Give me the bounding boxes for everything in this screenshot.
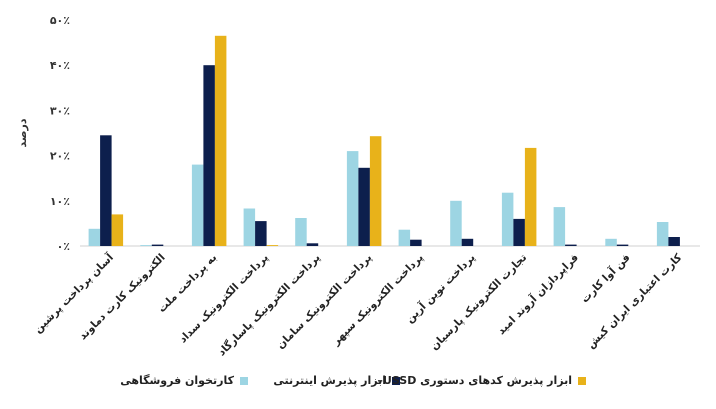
category-label: کارت اعتباری ایران کیش xyxy=(585,251,685,351)
category-label: پرداخت الکترونیک پاسارگاد xyxy=(215,251,323,359)
bar xyxy=(524,147,537,246)
legend-swatch-internet xyxy=(392,376,400,385)
bar xyxy=(501,192,514,246)
bar xyxy=(306,243,319,246)
bar xyxy=(88,228,101,246)
bar xyxy=(668,237,680,246)
bar xyxy=(214,35,227,246)
bar xyxy=(369,136,382,246)
category-label: فن آوا کارت xyxy=(578,251,633,306)
bar xyxy=(266,245,279,246)
bar xyxy=(513,218,525,246)
bar xyxy=(565,244,577,246)
category-label: الکترونیک کارت دماوند xyxy=(77,252,168,343)
bar xyxy=(151,244,164,246)
legend-item-ussd: ابزار پذیرش کدهای دستوری USSD– xyxy=(377,374,586,387)
bar xyxy=(461,238,474,246)
category-label: پرداخت الکترونیک سداد xyxy=(177,252,271,346)
bar xyxy=(553,207,566,246)
category-label: پرداخت الکترونیک سپهر xyxy=(329,252,426,349)
bar xyxy=(605,238,617,246)
legend-label-ussd: ابزار پذیرش کدهای دستوری USSD– xyxy=(377,374,572,387)
y-tick-label: ۴۰٪ xyxy=(50,59,70,72)
y-tick-label: ۲۰٪ xyxy=(50,150,70,163)
y-axis-title: درصد xyxy=(16,118,29,147)
chart-legend: کارتخوان فروشگاهی ابزار پذیرش اینترنتی ا… xyxy=(0,374,716,394)
y-tick-label: ۰٪ xyxy=(57,240,70,253)
bar xyxy=(203,65,215,246)
bar xyxy=(358,167,370,246)
legend-item-internet: ابزار پذیرش اینترنتی xyxy=(273,374,400,387)
y-tick-label: ۳۰٪ xyxy=(50,104,70,117)
legend-item-pos: کارتخوان فروشگاهی xyxy=(120,374,248,387)
category-label: پرداخت الکترونیک سامان xyxy=(275,252,375,352)
bar xyxy=(346,151,359,246)
bar xyxy=(140,245,152,246)
y-tick-label: ۱۰٪ xyxy=(50,195,70,208)
bar xyxy=(656,222,669,246)
legend-swatch-ussd xyxy=(578,376,586,385)
bar xyxy=(398,229,411,246)
bar xyxy=(255,221,267,246)
category-label: تجارت الکترونیک پارسیان xyxy=(428,252,529,353)
legend-label-pos: کارتخوان فروشگاهی xyxy=(120,374,234,387)
bar xyxy=(243,208,256,246)
legend-swatch-pos xyxy=(240,376,248,385)
bar xyxy=(111,214,124,246)
bar xyxy=(410,239,422,246)
bar xyxy=(450,200,462,246)
bar xyxy=(191,164,204,246)
bar xyxy=(295,218,307,246)
bar xyxy=(100,135,112,246)
bar xyxy=(616,244,629,246)
y-tick-label: ۵۰٪ xyxy=(50,14,70,27)
legend-label-internet: ابزار پذیرش اینترنتی xyxy=(273,374,386,387)
